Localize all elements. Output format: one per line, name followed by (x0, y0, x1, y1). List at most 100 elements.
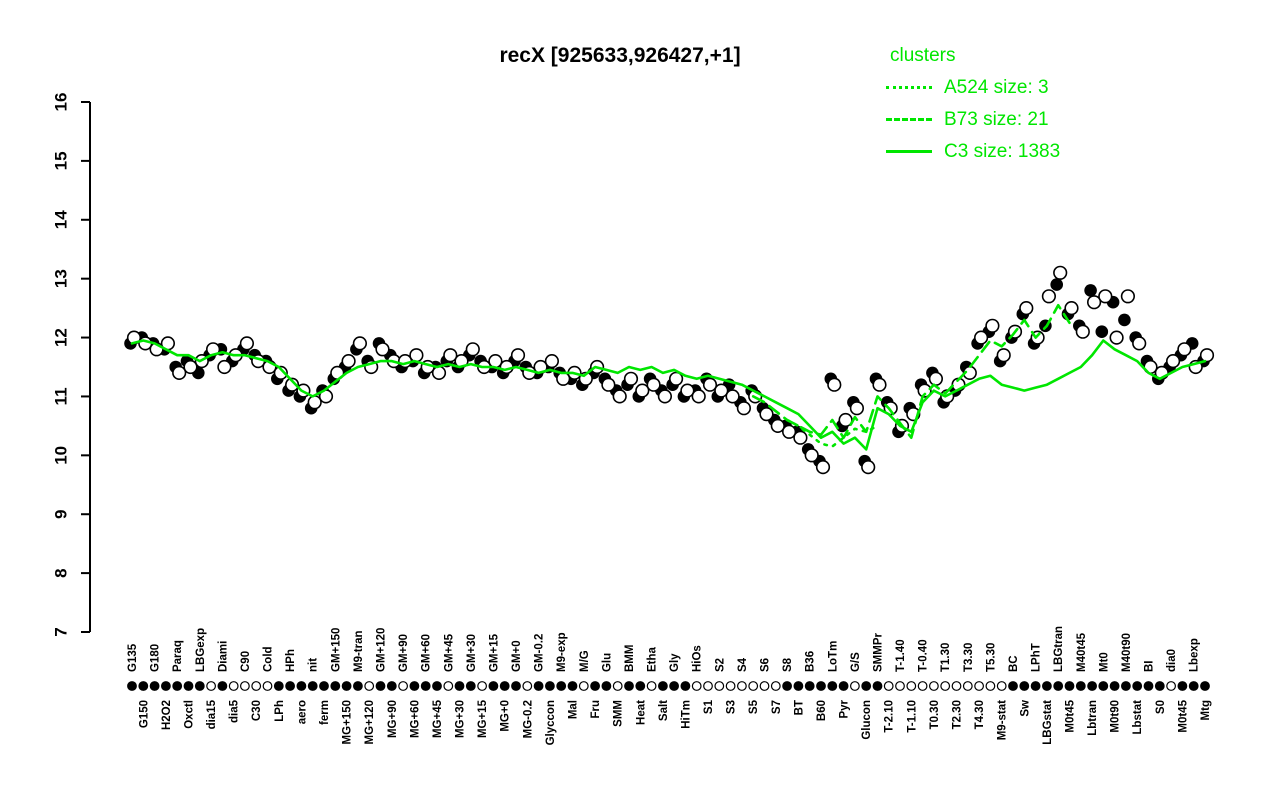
y-tick-label: 15 (51, 151, 70, 170)
axis-marker (804, 681, 815, 691)
x-category-label: BMM (624, 645, 636, 672)
axis-marker (499, 681, 510, 691)
data-point-open (680, 383, 695, 398)
x-category-label: Mtg (1200, 700, 1212, 720)
axis-marker (1166, 681, 1176, 691)
x-category-label: Lbexp (1189, 638, 1201, 672)
x-category-label: S5 (748, 699, 760, 714)
x-category-label: S1 (703, 699, 715, 714)
axis-marker (454, 681, 465, 691)
data-point-open (1109, 330, 1124, 345)
x-category-label: Etha (647, 646, 659, 672)
data-point-open (759, 407, 774, 422)
x-category-label: SMM (613, 700, 625, 727)
x-category-label: M9-tran (353, 630, 365, 672)
x-category-label: S4 (737, 657, 749, 672)
x-category-label: M40t90 (1121, 633, 1133, 672)
x-category-label: MG+15 (477, 699, 489, 738)
data-point-open (352, 336, 368, 351)
x-category-label: MG-0.2 (522, 700, 534, 738)
axis-marker (883, 681, 894, 691)
data-point-open (657, 389, 673, 404)
axis-marker (386, 681, 397, 691)
data-point-open (827, 377, 842, 392)
axis-marker (296, 681, 307, 691)
x-category-label: Glu (601, 653, 613, 672)
x-category-label: Pyr (839, 699, 851, 718)
legend-item-label: C3 size: 1383 (944, 141, 1061, 162)
x-category-label: MG+45 (432, 699, 444, 738)
x-category-label: Fru (590, 700, 602, 719)
dotted-line-sample (886, 86, 932, 89)
axis-marker (612, 681, 623, 691)
x-category-label: T-1.10 (906, 700, 918, 733)
x-category-label: S2 (714, 658, 726, 672)
axis-marker (827, 681, 838, 691)
x-category-label: M0t90 (1110, 700, 1122, 733)
axis-marker (183, 681, 194, 691)
x-category-label: B36 (805, 651, 817, 672)
data-point-filled (1095, 325, 1109, 339)
axis-marker (511, 681, 521, 691)
legend-item-label: B73 size: 21 (944, 109, 1049, 130)
data-point-open (1132, 336, 1147, 351)
axis-marker (578, 681, 589, 691)
axis-marker (353, 681, 363, 691)
axis-marker (850, 681, 860, 691)
x-category-label: GM+30 (466, 634, 478, 672)
axis-marker (940, 681, 951, 691)
axis-marker (262, 681, 273, 691)
data-point-open (1041, 289, 1056, 304)
axis-marker (601, 681, 612, 691)
legend-item-a524: A524 size: 3 (886, 78, 1060, 97)
data-point-open (1075, 324, 1090, 339)
data-point-open (239, 336, 254, 351)
data-point-open (1053, 265, 1068, 280)
axis-marker (1008, 681, 1018, 691)
legend-item-c3: C3 size: 1383 (886, 142, 1060, 161)
axis-marker (737, 681, 747, 691)
data-point-open (646, 377, 661, 392)
x-category-label: T-0.40 (918, 639, 930, 672)
axis-marker (420, 681, 431, 691)
axis-marker (375, 681, 386, 691)
x-category-label: Salt (658, 700, 670, 721)
axis-marker (217, 681, 228, 691)
data-point-open (815, 460, 831, 475)
axis-marker (985, 681, 996, 691)
x-category-label: BC (1008, 655, 1020, 672)
data-point-open (928, 371, 944, 386)
x-category-label: T3.30 (963, 643, 975, 672)
x-category-label: HiOs (692, 645, 704, 672)
x-category-label: dia5 (229, 699, 241, 723)
data-point-open (1120, 289, 1135, 304)
x-category-label: Glucon (861, 700, 873, 740)
axis-marker (782, 681, 792, 691)
x-category-label: T5.30 (985, 643, 997, 672)
x-category-label: HiTm (680, 700, 692, 729)
axis-marker (556, 681, 567, 691)
axis-marker (974, 681, 984, 691)
data-point-open (973, 330, 989, 345)
axis-marker (861, 681, 872, 691)
x-category-label: LBGstat (1042, 700, 1054, 745)
axis-marker (138, 681, 149, 691)
x-category-label: M9-stat (997, 700, 1009, 740)
data-point-open (375, 342, 390, 357)
x-category-label: aero (296, 700, 308, 724)
condition-axis: G135 G150 G180 H2O2 Paraq Oxctl LBGexp dia15 Dia… (127, 626, 1212, 745)
x-category-label: nit (308, 658, 320, 672)
data-point-open (804, 448, 819, 463)
data-point-open (996, 348, 1011, 363)
data-point-open (917, 383, 932, 398)
data-point-open (985, 318, 1000, 333)
x-category-label: G135 (127, 643, 139, 672)
axis-marker (838, 681, 849, 691)
axis-marker (793, 681, 804, 691)
x-category-label: BT (793, 700, 805, 715)
data-point-open (635, 383, 650, 398)
x-category-label: T2.30 (952, 700, 964, 729)
x-category-label: GM+90 (398, 634, 410, 672)
axis-marker (341, 681, 352, 691)
